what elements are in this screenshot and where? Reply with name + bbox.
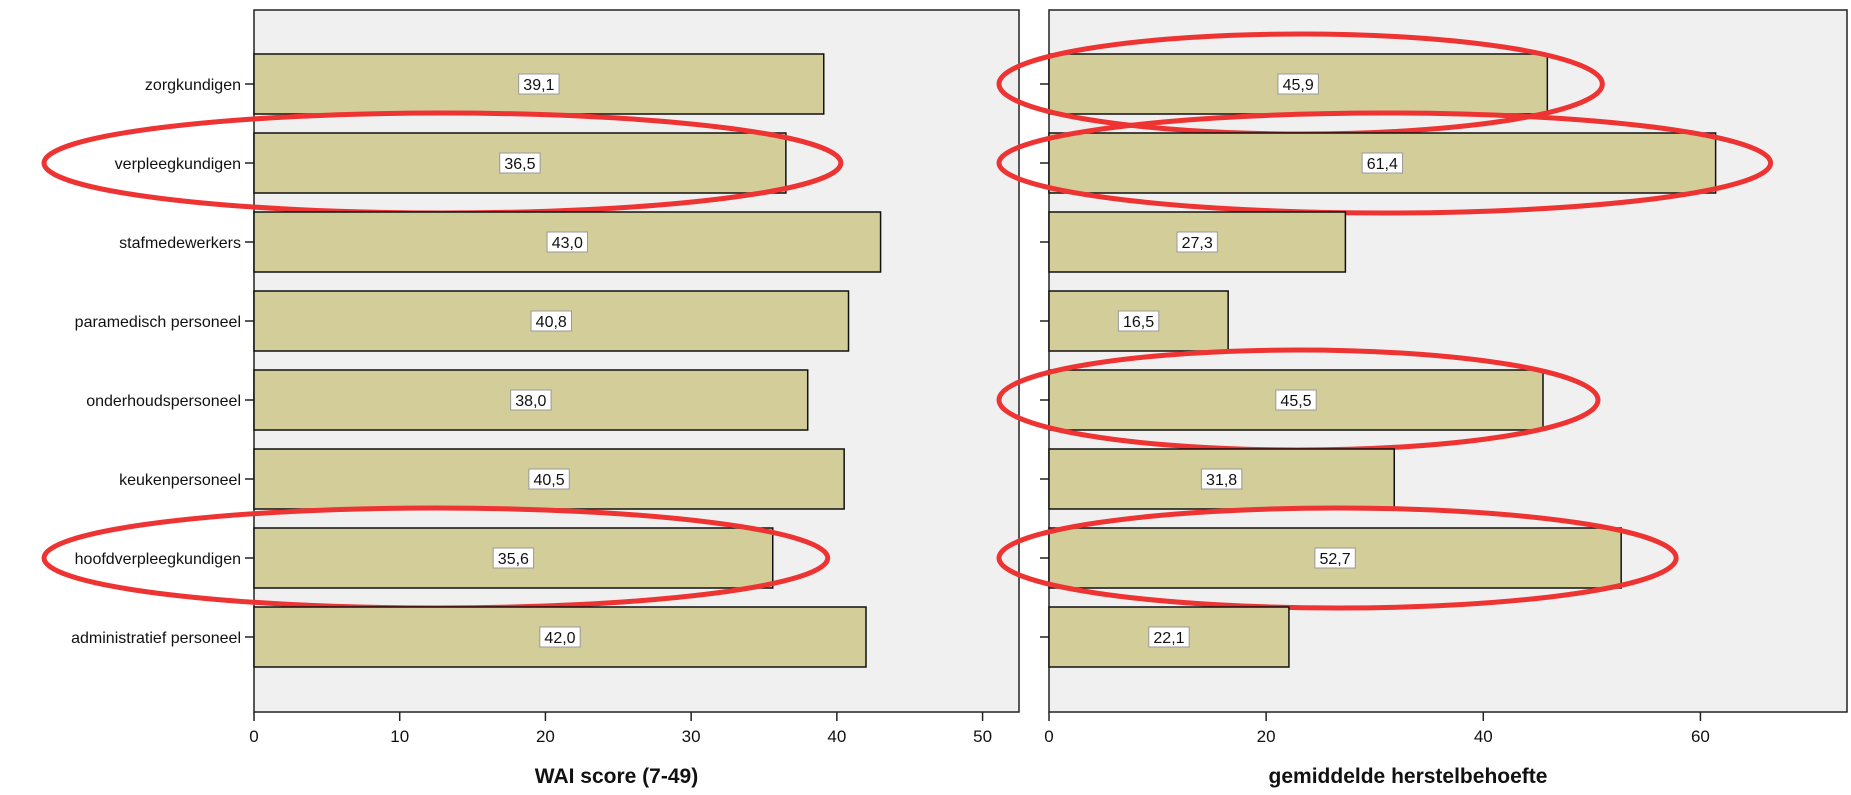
data-label: 35,6 xyxy=(498,551,529,568)
data-label-box xyxy=(546,231,588,253)
x-axis-title: gemiddelde herstelbehoefte xyxy=(1269,765,1548,788)
data-label: 45,9 xyxy=(1283,77,1314,94)
chart-panel-1: zorgkundigen 39,1 verpleegkundigen 36,5 staf… xyxy=(41,9,1020,788)
data-label-box xyxy=(1148,626,1190,648)
data-label: 61,4 xyxy=(1367,156,1398,173)
category-label: onderhoudspersoneel xyxy=(86,393,241,410)
data-label: 42,0 xyxy=(544,630,575,647)
x-tick-label: 0 xyxy=(249,727,258,746)
x-tick-label: 40 xyxy=(827,727,846,746)
data-label-box xyxy=(1314,547,1356,569)
data-label: 16,5 xyxy=(1123,314,1154,331)
x-tick-label: 50 xyxy=(973,727,992,746)
data-label-box xyxy=(492,547,535,569)
highlight-ellipse xyxy=(996,110,1774,216)
x-tick-label: 60 xyxy=(1691,727,1710,746)
data-label-box xyxy=(1277,73,1319,95)
plot-area xyxy=(253,9,1020,713)
x-tick-label: 40 xyxy=(1474,727,1493,746)
category-label: zorgkundigen xyxy=(145,77,241,94)
data-label-box xyxy=(499,152,541,174)
data-label: 40,8 xyxy=(536,314,567,331)
data-label-box xyxy=(518,73,560,95)
data-label-box xyxy=(530,310,572,332)
category-label: stafmedewerkers xyxy=(119,235,241,252)
data-label: 52,7 xyxy=(1320,551,1351,568)
x-tick-label: 20 xyxy=(1257,727,1276,746)
data-label-box xyxy=(510,389,552,411)
x-tick-label: 10 xyxy=(390,727,409,746)
x-tick-label: 0 xyxy=(1044,727,1053,746)
x-tick-label: 30 xyxy=(682,727,701,746)
x-axis-title: WAI score (7-49) xyxy=(535,765,698,788)
data-label-box xyxy=(539,626,581,648)
category-label: paramedisch personeel xyxy=(75,314,241,331)
data-label: 22,1 xyxy=(1153,630,1184,647)
highlight-ellipse xyxy=(996,505,1679,611)
data-label-box xyxy=(1117,310,1160,332)
x-tick-label: 20 xyxy=(536,727,555,746)
data-label: 31,8 xyxy=(1206,472,1237,489)
category-label: hoofdverpleegkundigen xyxy=(75,551,241,568)
chart-panel-2: 45,9 61,4 27,3 16,5 45,5 31,8 52,7 22,1 0 20 40 60 g… xyxy=(996,9,1848,788)
data-label: 39,1 xyxy=(523,77,554,94)
data-label-box xyxy=(528,468,570,490)
data-label: 27,3 xyxy=(1182,235,1213,252)
category-label: administratief personeel xyxy=(71,630,241,647)
data-label: 38,0 xyxy=(515,393,546,410)
data-label: 43,0 xyxy=(552,235,583,252)
category-label: keukenpersoneel xyxy=(119,472,241,489)
data-label-box xyxy=(1275,389,1317,411)
data-label-box xyxy=(1200,468,1243,490)
data-label-box xyxy=(1176,231,1218,253)
data-label-box xyxy=(1361,152,1404,174)
data-label: 36,5 xyxy=(504,156,535,173)
category-label: verpleegkundigen xyxy=(115,156,241,173)
data-label: 45,5 xyxy=(1280,393,1311,410)
data-label: 40,5 xyxy=(534,472,565,489)
